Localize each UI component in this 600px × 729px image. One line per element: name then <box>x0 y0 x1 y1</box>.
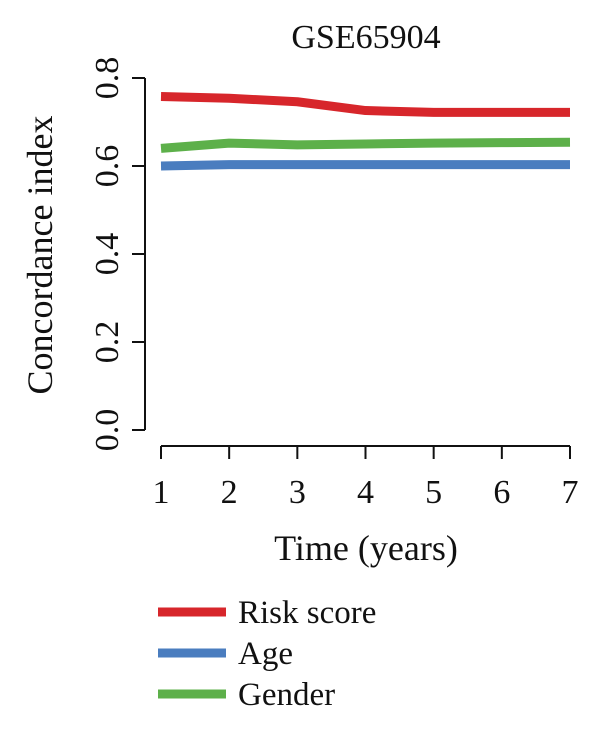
y-axis-title: Concordance index <box>20 116 60 395</box>
series-line-risk-score <box>160 91 570 117</box>
x-tick-label: 1 <box>153 474 170 511</box>
legend-label-risk-score: Risk score <box>238 595 376 631</box>
y-tick-label: 0.8 <box>89 57 126 100</box>
legend-label-age: Age <box>238 636 293 672</box>
x-tick-label: 6 <box>493 474 510 511</box>
series-layer <box>160 91 571 171</box>
x-tick-label: 3 <box>289 474 306 511</box>
chart-title: GSE65904 <box>291 19 440 56</box>
series-line-age <box>160 160 570 171</box>
series-line-gender <box>160 137 571 153</box>
x-tick-label: 2 <box>221 474 238 511</box>
legend-label-gender: Gender <box>238 677 335 713</box>
y-tick-label: 0.4 <box>89 233 126 276</box>
x-tick-label: 4 <box>357 474 374 511</box>
y-tick-label: 0.2 <box>89 321 126 364</box>
x-ticks: 1 2 3 4 5 6 7 <box>153 446 579 511</box>
y-ticks: 0.0 0.2 0.4 0.6 0.8 <box>89 57 145 452</box>
x-tick-label: 5 <box>425 474 442 511</box>
y-tick-label: 0.0 <box>89 409 126 452</box>
x-tick-label: 7 <box>562 474 579 511</box>
x-axis-title: Time (years) <box>274 528 458 568</box>
y-tick-label: 0.6 <box>89 145 126 188</box>
legend: Risk score Age Gender <box>158 595 376 713</box>
